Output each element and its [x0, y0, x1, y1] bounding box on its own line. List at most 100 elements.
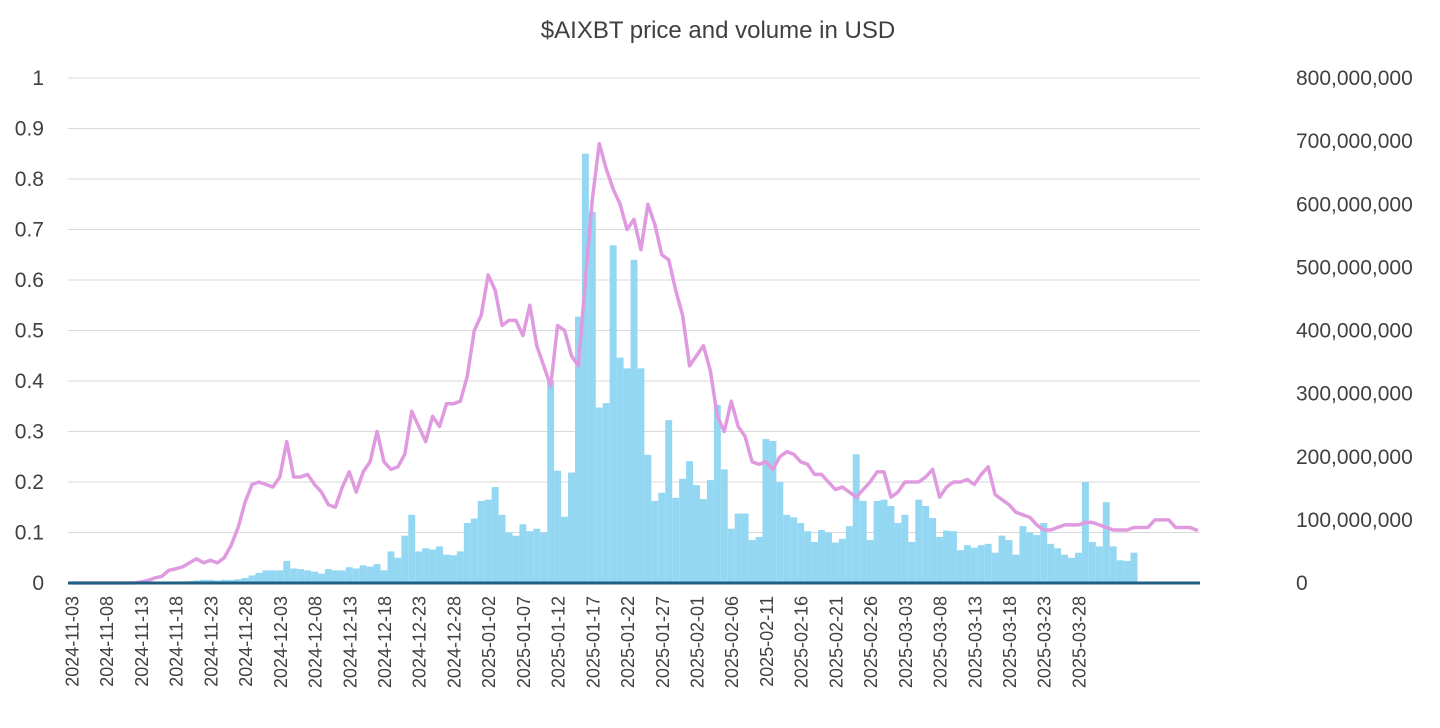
volume-bar: [783, 514, 791, 583]
volume-bar: [1068, 557, 1075, 583]
volume-bar: [561, 516, 569, 583]
x-tick-label: 2024-11-08: [97, 596, 117, 687]
volume-bar: [443, 554, 450, 583]
right-tick-label: 300,000,000: [1296, 383, 1413, 406]
volume-bar: [824, 532, 832, 583]
volume-bar: [429, 549, 437, 583]
volume-bar: [894, 523, 902, 583]
volume-bar: [818, 529, 825, 583]
volume-bar: [1005, 540, 1013, 583]
volume-bar: [1102, 502, 1110, 583]
volume-bar: [922, 505, 930, 583]
volume-bar: [519, 524, 527, 583]
volume-bar: [859, 500, 867, 583]
right-tick-label: 600,000,000: [1296, 193, 1413, 216]
volume-bar: [199, 579, 207, 583]
volume-bar: [1040, 523, 1048, 583]
x-tick-label: 2024-11-23: [201, 596, 221, 687]
x-tick-label: 2024-11-18: [167, 596, 187, 687]
volume-bar: [449, 555, 457, 583]
volume-bar: [352, 568, 360, 583]
left-tick-label: 0.5: [15, 320, 44, 343]
volume-bar: [505, 532, 513, 583]
volume-bar: [748, 540, 756, 583]
volume-bar: [297, 569, 305, 583]
volume-bar: [616, 357, 624, 583]
volume-bar: [276, 570, 284, 584]
volume-bar: [623, 368, 631, 584]
volume-bar: [755, 536, 763, 583]
volume-bar: [324, 569, 332, 583]
left-tick-label: 0.1: [15, 522, 44, 545]
volume-bar: [436, 546, 444, 583]
x-tick-label: 2024-12-08: [306, 596, 326, 688]
volume-bar: [206, 579, 214, 583]
volume-bar: [908, 541, 916, 583]
x-tick-label: 2024-12-03: [271, 596, 291, 688]
x-tick-label: 2025-01-12: [549, 596, 569, 688]
volume-bar: [866, 540, 874, 583]
volume-bar: [1019, 526, 1027, 583]
volume-bar: [637, 368, 645, 584]
volume-bar: [345, 567, 353, 583]
volume-bar: [248, 575, 256, 583]
volume-bar: [1081, 482, 1089, 583]
volume-bars: [144, 153, 1138, 584]
x-tick-label: 2025-03-23: [1035, 596, 1055, 688]
x-tick-label: 2024-11-28: [236, 596, 256, 687]
volume-bar: [547, 381, 555, 583]
volume-bar: [311, 571, 319, 583]
volume-bar: [699, 499, 707, 583]
volume-bar: [595, 407, 603, 583]
x-tick-label: 2024-12-18: [375, 596, 395, 688]
x-tick-label: 2025-03-13: [965, 596, 985, 688]
right-axis-ticks: 0 100,000,000 200,000,000 300,000,000 400,00…: [1296, 67, 1413, 595]
left-tick-label: 0.3: [15, 421, 44, 444]
volume-bar: [574, 316, 582, 583]
volume-bar: [915, 499, 923, 583]
volume-bar: [533, 528, 541, 583]
x-tick-label: 2025-02-21: [826, 596, 846, 688]
volume-bar: [1061, 554, 1069, 583]
volume-bar: [1026, 532, 1034, 583]
volume-bar: [283, 560, 291, 583]
x-tick-label: 2025-02-01: [688, 596, 708, 688]
volume-bar: [644, 454, 652, 583]
x-tick-label: 2024-11-13: [132, 596, 152, 687]
volume-bar: [1123, 560, 1131, 583]
volume-bar: [943, 530, 950, 583]
right-tick-label: 700,000,000: [1296, 130, 1413, 153]
volume-bar: [1116, 560, 1124, 583]
volume-bar: [415, 551, 423, 583]
volume-bar: [1033, 535, 1041, 583]
x-tick-label: 2025-02-26: [861, 596, 881, 688]
volume-bar: [769, 440, 777, 583]
volume-bar: [797, 523, 805, 583]
left-tick-label: 0.8: [15, 168, 44, 191]
volume-bar: [227, 579, 235, 583]
x-tick-label: 2025-03-08: [931, 596, 951, 688]
right-tick-label: 500,000,000: [1296, 256, 1413, 279]
volume-bar: [220, 579, 228, 583]
volume-bar: [804, 531, 812, 583]
price-line: [69, 141, 1199, 585]
volume-bar: [790, 517, 798, 583]
volume-bar: [873, 500, 881, 583]
volume-bar: [679, 478, 687, 583]
volume-bar: [290, 568, 298, 583]
volume-bar: [831, 542, 839, 583]
volume-bar: [1109, 546, 1117, 583]
right-tick-label: 400,000,000: [1296, 320, 1413, 343]
volume-bar: [706, 480, 714, 583]
volume-bar: [484, 499, 492, 583]
x-axis-ticks: 2024-11-03 2024-11-08 2024-11-13 2024-11-18…: [62, 596, 1089, 688]
volume-bar: [540, 532, 548, 583]
volume-bar: [1054, 548, 1062, 583]
x-tick-label: 2025-03-03: [896, 596, 916, 688]
volume-bar: [998, 535, 1006, 583]
right-tick-label: 100,000,000: [1296, 509, 1413, 532]
volume-bar: [630, 259, 638, 583]
x-tick-label: 2024-12-13: [340, 596, 360, 688]
volume-bar: [255, 572, 263, 583]
volume-bar: [672, 497, 680, 583]
